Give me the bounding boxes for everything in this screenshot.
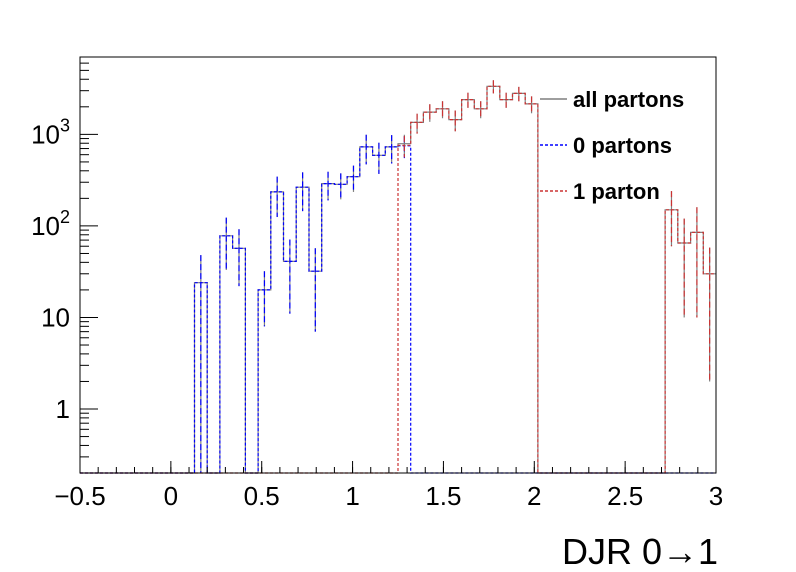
y-tick-label: 1: [56, 394, 70, 424]
x-tick-label: 3: [709, 481, 723, 511]
x-axis-title: DJR 0→1: [562, 531, 718, 572]
legend: all partons 0 partons 1 parton: [540, 87, 684, 204]
x-tick-label: 0.5: [244, 481, 280, 511]
legend-label: 1 parton: [573, 179, 660, 204]
x-axis-ticks: −0.5 0 0.5 1 1.5 2 2.5 3: [54, 461, 723, 511]
legend-label: all partons: [573, 87, 684, 112]
x-tick-label: 0: [164, 481, 178, 511]
plot-frame: [79, 56, 717, 474]
y-tick-exponent: 3: [60, 115, 70, 135]
x-tick-label: 2: [527, 481, 541, 511]
x-tick-label: 1.5: [425, 481, 461, 511]
y-tick-label: 102: [31, 207, 70, 241]
y-tick-exponent: 2: [60, 207, 70, 227]
x-tick-label: 1: [345, 481, 359, 511]
y-tick-label: 10: [41, 302, 70, 332]
x-tick-label: −0.5: [54, 481, 105, 511]
x-tick-label: 2.5: [607, 481, 643, 511]
legend-label: 0 partons: [573, 133, 672, 158]
